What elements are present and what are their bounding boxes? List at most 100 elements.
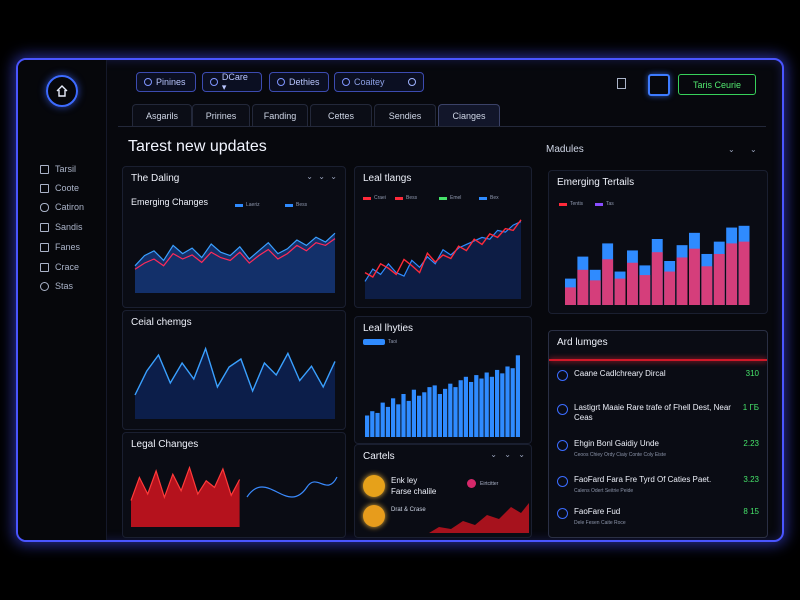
- sidebar-item-stas[interactable]: Stas: [40, 281, 73, 291]
- circle-icon: [210, 78, 218, 86]
- bar: [505, 366, 510, 437]
- bar: [437, 394, 442, 437]
- home-logo-icon[interactable]: [46, 75, 78, 107]
- sidebar-item-coote[interactable]: Coote: [40, 183, 79, 193]
- search-placeholder: Coaitey: [354, 77, 385, 87]
- update-title: FaoFare Fud: [574, 507, 621, 516]
- bar: [375, 412, 380, 437]
- primary-action-button[interactable]: Taris Ceurie: [678, 74, 756, 95]
- tab-asgarils[interactable]: Asgarils: [132, 104, 192, 126]
- tab-cettes[interactable]: Cettes: [310, 104, 372, 126]
- contact-subtitle: Farse chalile: [391, 487, 437, 496]
- bar: [515, 355, 520, 437]
- bar: [469, 381, 474, 437]
- update-subtitle: Calens Odert Seitrie Peide: [574, 488, 634, 494]
- update-subtitle: Ceoos Chiey Ordy Ciaiy Conte Coly Eiste: [574, 452, 666, 458]
- chevron-down-icon[interactable]: ⌄: [504, 450, 511, 459]
- sidebar-item-tarsil[interactable]: Tarsil: [40, 164, 76, 174]
- panel-title: The Daling: [131, 173, 180, 184]
- bar: [651, 252, 663, 305]
- tab-fanding[interactable]: Fanding: [252, 104, 308, 126]
- area-fill: [135, 348, 335, 419]
- tab-sendies[interactable]: Sendies: [374, 104, 436, 126]
- sidebar-item-label: Sandis: [55, 222, 83, 232]
- area-fill: [135, 233, 335, 293]
- update-title: Caane Cadlchreary Dircal: [574, 369, 666, 378]
- series-line: [246, 476, 338, 498]
- leal-tlangs-line-chart: [364, 219, 522, 299]
- legend-label: Tentis: [570, 201, 584, 207]
- legend-item: Bess: [285, 202, 307, 208]
- sidebar-item-fanes[interactable]: Fanes: [40, 242, 80, 252]
- bar: [489, 376, 494, 437]
- bar: [411, 389, 416, 437]
- chevron-down-icon[interactable]: ⌄: [306, 172, 313, 181]
- legend-item: Taoi: [363, 339, 397, 345]
- list-item[interactable]: Caane Cadlchreary Dircal 310: [557, 369, 759, 382]
- chevron-down-icon[interactable]: ⌄: [330, 172, 337, 181]
- avatar[interactable]: [363, 505, 385, 527]
- panel-title: Ceial chemgs: [131, 317, 192, 328]
- sidebar-item-sandis[interactable]: Sandis: [40, 222, 83, 232]
- ai-assistant-icon[interactable]: [648, 74, 670, 96]
- page-title: Tarest new updates: [128, 138, 267, 155]
- chevron-down-icon[interactable]: ⌄: [318, 172, 325, 181]
- series-line: [134, 346, 336, 396]
- list-item[interactable]: Lastigrt Maaie Rare trafe of Fhell Dest,…: [557, 403, 759, 426]
- legend-swatch: [559, 202, 567, 206]
- sidebar-item-catiron[interactable]: Catiron: [40, 202, 84, 212]
- bar: [443, 388, 448, 437]
- update-title: Lastigrt Maaie Rare trafe of Fhell Dest,…: [574, 403, 731, 422]
- search-icon: [342, 78, 350, 86]
- tab-label: Prirines: [205, 110, 237, 121]
- circle-icon: [144, 78, 152, 86]
- bar: [589, 280, 601, 305]
- legend-swatch: [363, 339, 385, 345]
- list-item[interactable]: Ehgin Bonl Gaidiy Unde Ceoos Chiey Ordy C…: [557, 439, 759, 458]
- bar: [448, 383, 453, 437]
- toolbar-button-pinines[interactable]: Pinines: [136, 72, 196, 92]
- bar: [370, 411, 375, 437]
- bar: [463, 376, 468, 437]
- legend-swatch: [439, 196, 447, 200]
- update-title: Ehgin Bonl Gaidiy Unde: [574, 439, 659, 448]
- bar: [432, 385, 437, 437]
- settings-icon: [40, 281, 49, 291]
- list-item[interactable]: FaoFare Fud Dele Fesen Caite Roce 8 15: [557, 507, 759, 526]
- bar: [577, 269, 589, 305]
- app-window: Tarsil Coote Catiron Sandis Fanes Crace …: [16, 58, 784, 542]
- legend-label: Bex: [490, 195, 499, 201]
- modules-label: Madules: [546, 144, 584, 155]
- folder-icon: [40, 262, 49, 272]
- sidebar-item-crace[interactable]: Crace: [40, 262, 79, 272]
- chevron-down-icon[interactable]: ⌄: [728, 145, 735, 154]
- layers-icon: [40, 242, 49, 252]
- tab-cianges[interactable]: Cianges: [438, 104, 500, 126]
- panel-title: Emerging Tertails: [557, 177, 635, 188]
- legend-item: Tas: [595, 201, 614, 207]
- avatar[interactable]: [363, 475, 385, 497]
- area-fill: [131, 467, 240, 527]
- tab-label: Cettes: [327, 110, 354, 121]
- tab-divider: [118, 126, 766, 127]
- chevron-down-icon[interactable]: ⌄: [518, 450, 525, 459]
- panel-cartels: Cartels ⌄ ⌄ ⌄ Enk ley Farse chalile Eirt…: [354, 444, 532, 538]
- update-value: 1 ГБ: [742, 403, 759, 412]
- list-item[interactable]: FaoFard Fara Fre Tyrd Of Caties Paet. Cal…: [557, 475, 759, 494]
- document-icon[interactable]: [617, 78, 626, 89]
- legend-item: Emel: [439, 195, 461, 201]
- chevron-down-icon[interactable]: ⌄: [750, 145, 757, 154]
- toolbar-button-dethies[interactable]: Dethies: [269, 72, 329, 92]
- leal-lhyties-bar-chart: [365, 355, 520, 437]
- bar: [474, 375, 479, 437]
- update-icon: [557, 440, 568, 451]
- series-line: [364, 221, 522, 282]
- bar: [422, 392, 427, 437]
- sidebar-item-label: Fanes: [55, 242, 81, 252]
- toolbar-button-dcare[interactable]: DCare ▾: [202, 72, 262, 92]
- tab-prirines[interactable]: Prirines: [192, 104, 250, 126]
- chevron-down-icon[interactable]: ⌄: [490, 450, 497, 459]
- legend-label: Laeriz: [246, 202, 260, 208]
- legend-swatch: [235, 203, 243, 207]
- search-input[interactable]: Coaitey: [334, 72, 424, 92]
